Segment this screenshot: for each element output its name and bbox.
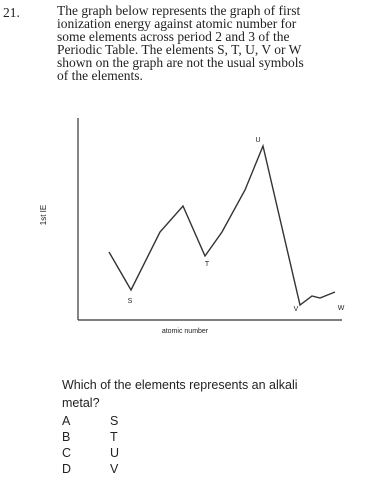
option-letter: B (62, 430, 71, 444)
ie-curve (108, 143, 336, 307)
prompt-line: metal? (62, 396, 100, 410)
point-label: V (294, 306, 299, 313)
option-text: V (110, 462, 119, 476)
point-label: W (338, 305, 345, 312)
y-axis-label: 1st IE (39, 205, 48, 225)
option-text: S (110, 414, 119, 428)
option-text: T (110, 430, 118, 444)
question-line: Periodic Table. The elements S, T, U, V … (57, 42, 302, 57)
option-letter: C (62, 446, 72, 460)
question-line: The graph below represents the graph of … (57, 3, 301, 18)
option-text: U (110, 446, 120, 460)
question-line: shown on the graph are not the usual sym… (57, 55, 304, 70)
question-line: of the elements. (57, 68, 143, 83)
x-axis-label: atomic number (162, 328, 209, 335)
question-number: 21. (3, 5, 20, 20)
prompt-line: Which of the elements represents an alka… (62, 378, 298, 392)
question-line: some elements across period 2 and 3 of t… (57, 29, 290, 44)
point-label: U (255, 137, 260, 144)
point-label: T (205, 261, 210, 268)
option-letter: D (62, 462, 72, 476)
point-label: S (128, 298, 133, 305)
graph: 1st IE atomic number S T U V W (39, 118, 345, 335)
question-line: ionization energy against atomic number … (57, 16, 297, 31)
option-letter: A (62, 414, 71, 428)
